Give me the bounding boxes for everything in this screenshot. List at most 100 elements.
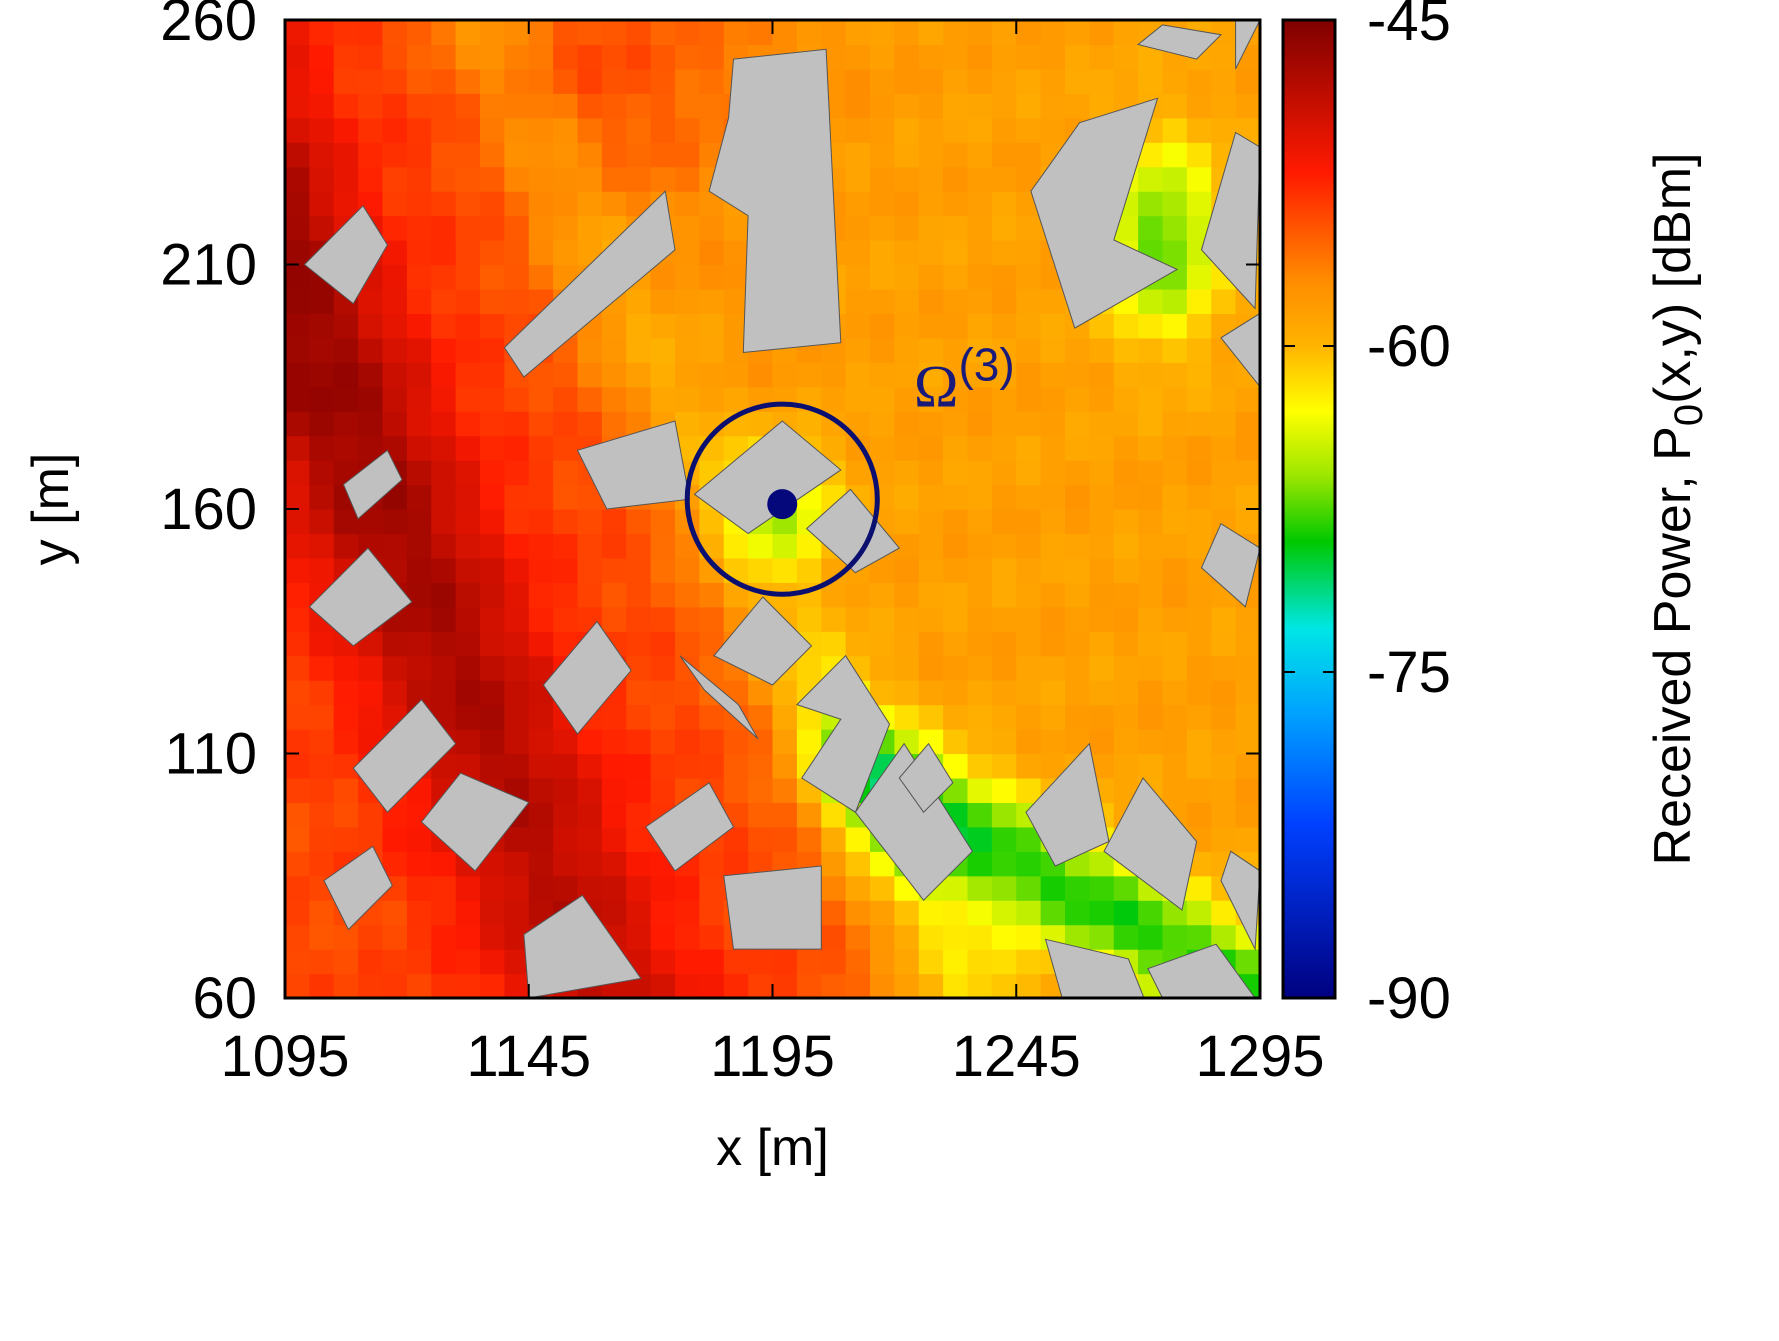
heatmap-cell: [1138, 655, 1164, 681]
heatmap-cell: [821, 949, 847, 975]
heatmap-cell: [991, 631, 1017, 657]
heatmap-cell: [821, 973, 847, 998]
heatmap-cell: [870, 949, 895, 975]
heatmap-cell: [431, 191, 457, 217]
heatmap-cell: [1016, 240, 1042, 266]
heatmap-cell: [528, 631, 554, 657]
heatmap-cell: [918, 973, 944, 998]
heatmap-cell: [285, 166, 310, 192]
heatmap-cell: [504, 191, 530, 217]
heatmap-cell: [918, 411, 944, 437]
heatmap-cell: [285, 240, 310, 266]
transmitter-point: [767, 489, 798, 520]
heatmap-cell: [870, 435, 895, 461]
heatmap-cell: [406, 215, 432, 241]
heatmap-cell: [504, 582, 530, 608]
heatmap-cell: [1016, 851, 1042, 877]
heatmap-cell: [480, 949, 505, 975]
heatmap-cell: [723, 973, 749, 998]
heatmap-cell: [382, 288, 408, 314]
building: [1200, 522, 1260, 608]
heatmap-cell: [285, 44, 310, 70]
heatmap-cell: [1162, 704, 1188, 730]
heatmap-cell: [455, 240, 481, 266]
heatmap-cell: [333, 386, 359, 412]
heatmap-cell: [1162, 93, 1188, 119]
heatmap-cell: [406, 509, 432, 535]
colorbar-title: Received Power, P0(x,y) [dBm]: [1644, 153, 1711, 866]
heatmap-cell: [455, 924, 481, 950]
heatmap-cell: [967, 264, 993, 290]
heatmap-cell: [1040, 729, 1066, 755]
heatmap-cell: [455, 68, 481, 94]
heatmap-cell: [1089, 900, 1115, 926]
heatmap-cell: [382, 655, 408, 681]
heatmap-cell: [894, 93, 920, 119]
heatmap-cell: [1235, 753, 1260, 779]
heatmap-cell: [382, 900, 408, 926]
heatmap-cell: [480, 875, 505, 901]
heatmap-cell: [431, 509, 457, 535]
heatmap-cell: [406, 924, 432, 950]
heatmap-cell: [870, 264, 895, 290]
heatmap-cell: [943, 117, 969, 143]
heatmap-cell: [406, 362, 432, 388]
heatmap-cell: [845, 875, 871, 901]
building: [693, 420, 842, 535]
heatmap-cell: [504, 875, 530, 901]
heatmap-cell: [1211, 386, 1237, 412]
heatmap-cell: [991, 582, 1017, 608]
heatmap-cell: [991, 68, 1017, 94]
heatmap-cell: [1235, 631, 1260, 657]
heatmap-cell: [309, 313, 335, 339]
heatmap-cell: [1186, 93, 1212, 119]
heatmap-cell: [894, 924, 920, 950]
heatmap-cell: [504, 631, 530, 657]
heatmap-cell: [285, 484, 310, 510]
x-tick-label: 1145: [466, 1024, 591, 1089]
heatmap-cell: [1211, 484, 1237, 510]
heatmap-cell: [285, 533, 310, 559]
heatmap-cell: [1089, 509, 1115, 535]
heatmap-cell: [382, 337, 408, 363]
building: [854, 742, 974, 901]
heatmap-cell: [796, 655, 822, 681]
heatmap-cell: [285, 142, 310, 168]
heatmap-cell: [1040, 460, 1066, 486]
heatmap-cell: [675, 117, 700, 143]
heatmap-cell: [991, 44, 1017, 70]
heatmap-cell: [309, 655, 335, 681]
heatmap-cell: [1040, 337, 1066, 363]
heatmap-cell: [577, 166, 603, 192]
heatmap-cell: [991, 777, 1017, 803]
heatmap-cell: [577, 337, 603, 363]
heatmap-cell: [626, 606, 652, 632]
heatmap-cell: [967, 93, 993, 119]
heatmap-cell: [1089, 533, 1115, 559]
heatmap-cell: [626, 900, 652, 926]
heatmap-cell: [894, 337, 920, 363]
heatmap-cell: [431, 264, 457, 290]
building: [1137, 24, 1223, 60]
heatmap-cell: [309, 973, 335, 998]
heatmap-cell: [772, 729, 798, 755]
heatmap-cell: [601, 142, 627, 168]
heatmap-cell: [967, 68, 993, 94]
heatmap-cell: [333, 68, 359, 94]
heatmap-cell: [358, 44, 384, 70]
heatmap-cell: [1040, 704, 1066, 730]
heatmap-cell: [626, 924, 652, 950]
heatmap-cell: [870, 191, 895, 217]
heatmap-cell: [1113, 924, 1139, 950]
heatmap-cell: [1235, 704, 1260, 730]
heatmap-cell: [1211, 900, 1237, 926]
heatmap-cell: [943, 191, 969, 217]
heatmap-cell: [285, 557, 310, 583]
heatmap-cell: [675, 166, 700, 192]
heatmap-cell: [455, 313, 481, 339]
heatmap-cell: [601, 93, 627, 119]
heatmap-cell: [918, 582, 944, 608]
heatmap-cell: [723, 753, 749, 779]
heatmap-cell: [1186, 631, 1212, 657]
colorbar: [1281, 18, 1337, 1000]
